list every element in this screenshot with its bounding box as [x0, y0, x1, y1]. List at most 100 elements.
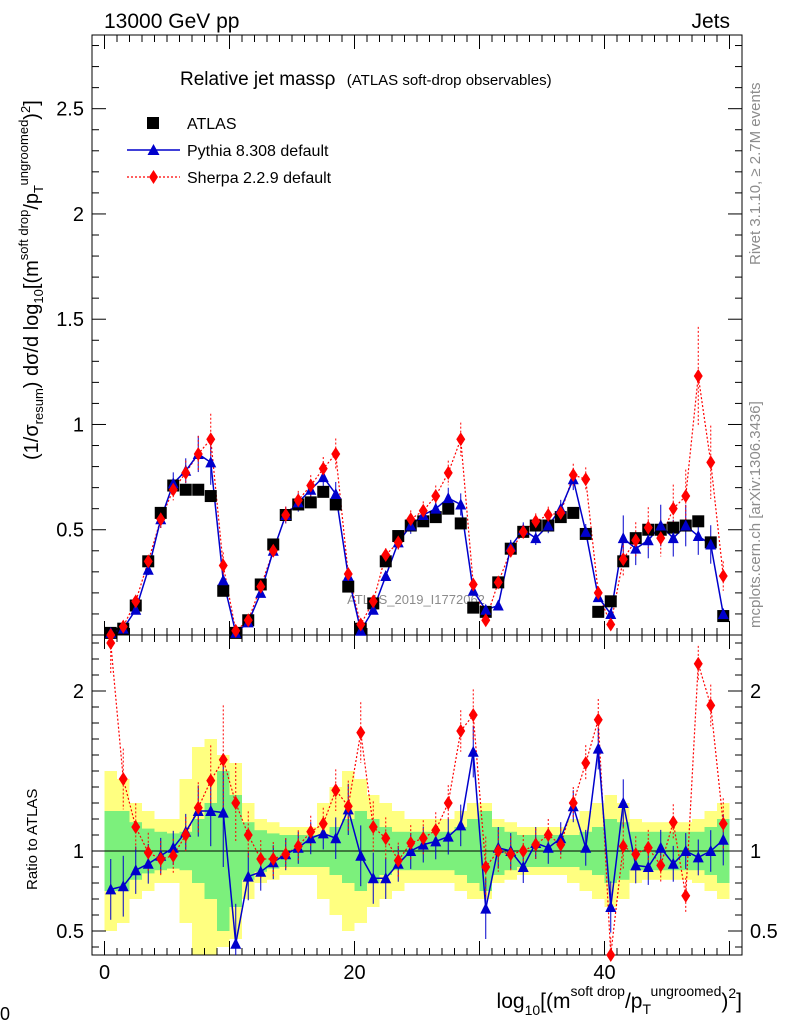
- pythia-point: [667, 532, 679, 544]
- atlas-point: [342, 580, 355, 593]
- pythia-ratio-point: [517, 861, 529, 872]
- sherpa-point: [556, 505, 566, 520]
- pythia-ratio-point: [430, 835, 442, 847]
- pythia-line: [110, 452, 724, 635]
- pythia-point: [130, 603, 142, 615]
- pythia-ratio-point: [630, 859, 642, 871]
- sherpa-point: [231, 623, 241, 638]
- sherpa-point: [618, 552, 628, 567]
- sherpa-ratio-point: [556, 837, 566, 852]
- ratio-y-tick-label: 2: [73, 681, 84, 703]
- sherpa-ratio-point: [268, 852, 278, 866]
- atlas-point: [329, 498, 342, 511]
- atlas-point: [217, 584, 230, 597]
- sherpa-ratio-point: [406, 836, 416, 850]
- pythia-ratio-point: [442, 830, 454, 842]
- pythia-point: [580, 525, 592, 537]
- sherpa-point: [668, 501, 678, 516]
- sherpa-point: [481, 613, 491, 628]
- pythia-point: [692, 530, 704, 542]
- sherpa-ratio-point: [656, 858, 666, 873]
- ratio-y-tick-label-right: 0.5: [750, 921, 778, 943]
- sherpa-ratio-point: [568, 796, 578, 810]
- sherpa-point: [568, 468, 578, 482]
- legend-sherpa-label: Sherpa 2.2.9 default: [187, 170, 332, 187]
- energy-label: 13000 GeV pp: [104, 10, 239, 33]
- sherpa-ratio-point: [218, 752, 228, 767]
- legend-pythia-label: Pythia 8.308 default: [187, 143, 329, 160]
- sherpa-ratio-point: [681, 888, 691, 903]
- pythia-ratio-point: [605, 901, 617, 912]
- sherpa-ratio-point: [593, 712, 603, 727]
- atlas-point: [192, 483, 205, 496]
- main-y-tick-label: 0.5: [56, 520, 84, 542]
- ratio-y-tick-label: 1: [73, 841, 84, 863]
- main-y-tick-label: 2.5: [56, 99, 84, 121]
- sherpa-ratio-point: [193, 800, 203, 815]
- sherpa-point: [531, 514, 541, 529]
- x-tick-label: 40: [593, 962, 615, 984]
- sherpa-point: [393, 535, 403, 550]
- atlas-point: [667, 521, 680, 534]
- sherpa-point: [581, 472, 591, 487]
- sherpa-ratio-point: [393, 853, 403, 868]
- sherpa-point: [181, 465, 191, 480]
- ratio-y-tick-label: 0.5: [56, 921, 84, 943]
- sherpa-ratio-point: [481, 860, 491, 874]
- sherpa-point: [593, 585, 603, 600]
- pythia-point: [480, 603, 492, 615]
- sherpa-ratio-point: [631, 847, 641, 862]
- sherpa-point: [493, 575, 503, 590]
- pythia-ratio-point: [105, 883, 117, 895]
- sherpa-point: [281, 508, 291, 522]
- atlas-point: [454, 517, 467, 530]
- sherpa-point: [268, 543, 278, 558]
- pythia-ratio-point: [317, 827, 329, 839]
- atlas-point: [467, 601, 480, 614]
- pythia-ratio-point: [142, 857, 154, 869]
- category-label: Jets: [691, 10, 730, 33]
- sherpa-ratio-point: [256, 852, 266, 866]
- tick-labels: 0 20 40 0.5 1 1.5 2 2.5 0.5 0.5 1 1 2 2: [56, 99, 778, 984]
- pythia-ratio-point: [717, 833, 729, 845]
- pythia-ratio-point: [617, 797, 629, 808]
- pythia-point: [317, 471, 329, 483]
- pythia-ratio-point: [205, 805, 217, 816]
- bottom-left-label: 0: [0, 1004, 10, 1024]
- atlas-point: [429, 511, 442, 524]
- sherpa-ratio-point: [518, 844, 528, 858]
- analysis-id-label: ATLAS_2019_I1772062: [347, 592, 485, 607]
- sherpa-ratio-point: [443, 796, 453, 810]
- pythia-ratio-point: [692, 851, 704, 863]
- sherpa-ratio-point: [143, 845, 153, 860]
- pythia-point: [717, 607, 729, 619]
- sherpa-ratio-point: [368, 820, 378, 834]
- ratio-y-axis-label: Ratio to ATLAS: [24, 789, 41, 890]
- sherpa-ratio-point: [231, 796, 241, 810]
- sherpa-ratio-point: [181, 828, 191, 842]
- sherpa-ratio-point: [431, 823, 441, 838]
- sherpa-point: [606, 617, 616, 632]
- sherpa-point: [343, 566, 353, 581]
- sherpa-point: [406, 512, 416, 527]
- ratio-y-tick-label-right: 2: [750, 681, 761, 703]
- sherpa-point: [256, 579, 266, 594]
- sherpa-point: [418, 503, 428, 518]
- pythia-point: [330, 487, 342, 499]
- pythia-point: [142, 563, 154, 575]
- sherpa-ratio-point: [706, 698, 716, 713]
- pythia-point: [630, 542, 642, 554]
- sherpa-ratio-point: [318, 816, 328, 831]
- sherpa-point: [656, 531, 666, 546]
- pythia-ratio-point: [542, 841, 554, 853]
- sherpa-ratio-point: [381, 831, 391, 846]
- sherpa-point: [693, 369, 703, 384]
- sherpa-ratio-point: [468, 708, 478, 722]
- sherpa-point: [168, 482, 178, 497]
- atlas-point: [442, 502, 455, 515]
- sherpa-point: [681, 489, 691, 504]
- sherpa-point: [431, 489, 441, 504]
- sherpa-point: [143, 554, 153, 569]
- sherpa-ratio-point: [118, 772, 128, 786]
- sherpa-ratio-point: [293, 839, 303, 854]
